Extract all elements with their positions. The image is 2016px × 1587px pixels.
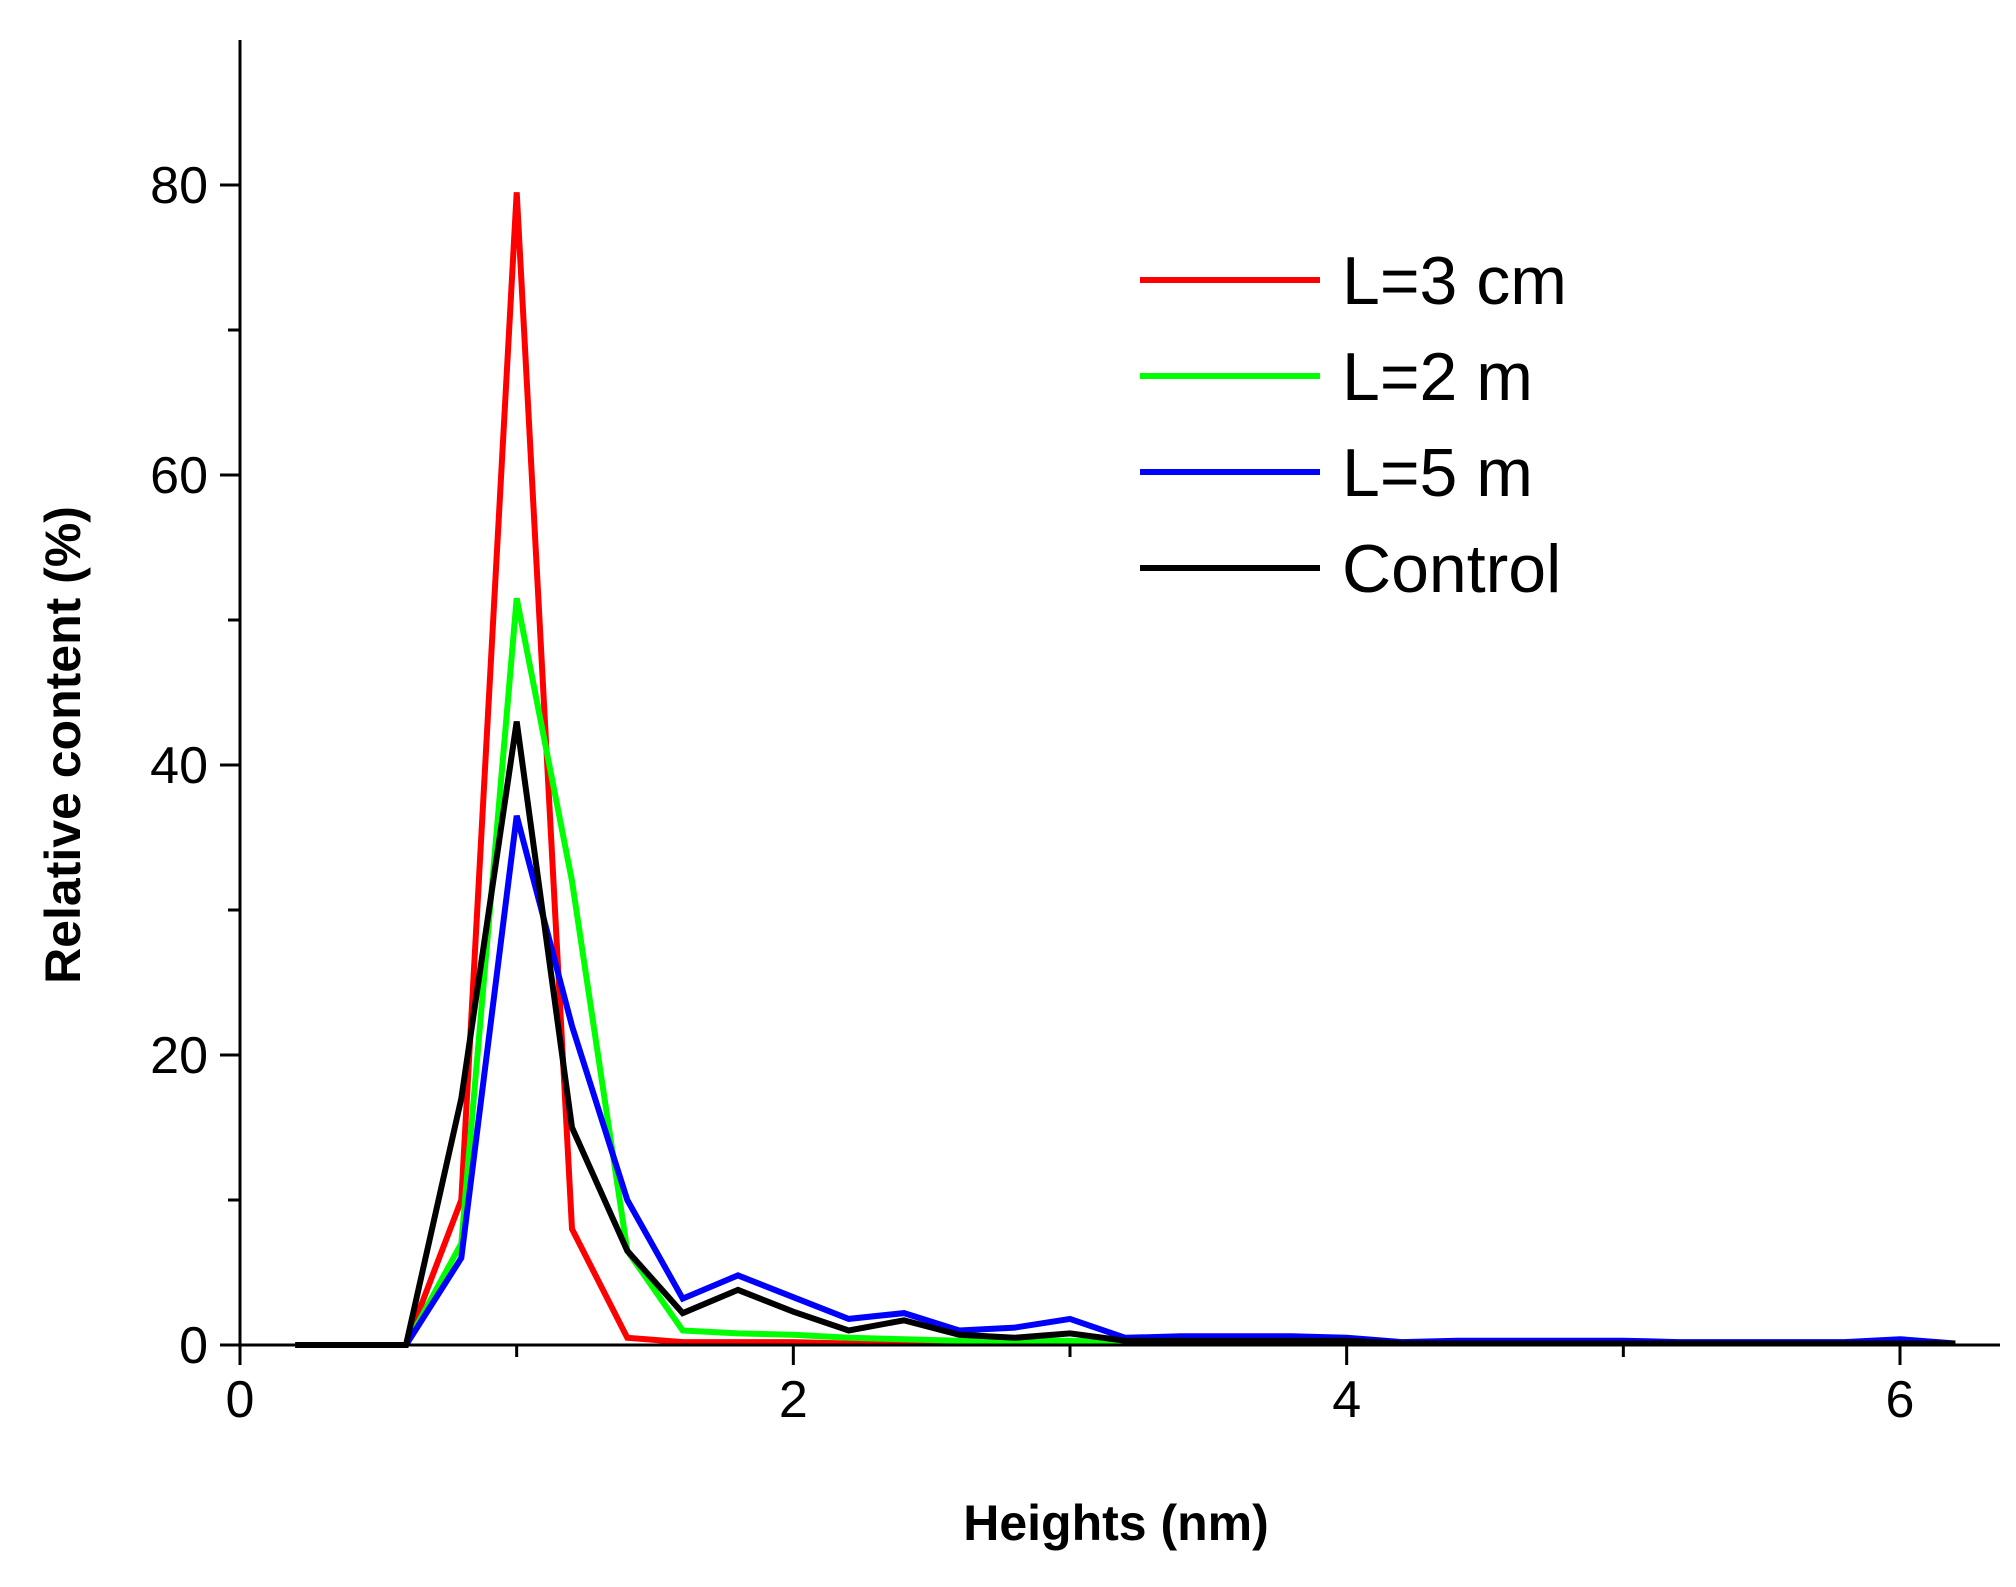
y-tick-label: 20	[150, 1027, 208, 1085]
legend-label-2: L=2 m	[1342, 339, 1533, 415]
legend: L=3 cm L=2 m L=5 m Control	[1140, 243, 1567, 607]
y-tick-label: 80	[150, 157, 208, 215]
x-tick-label: 6	[1886, 1371, 1915, 1429]
x-tick-label: 4	[1332, 1371, 1361, 1429]
series-line-4	[295, 721, 1956, 1348]
series-line-3	[295, 815, 1956, 1348]
y-tick-label: 40	[150, 737, 208, 795]
legend-label-4: Control	[1342, 531, 1561, 607]
y-tick-label: 0	[179, 1317, 208, 1375]
series-line-1	[295, 192, 1956, 1348]
x-tick-label: 2	[779, 1371, 808, 1429]
legend-label-1: L=3 cm	[1342, 243, 1567, 319]
x-tick-label: 0	[226, 1371, 255, 1429]
legend-label-3: L=5 m	[1342, 435, 1533, 511]
series-layer	[295, 192, 1956, 1348]
y-axis-title: Relative content (%)	[35, 506, 91, 984]
y-tick-label: 60	[150, 447, 208, 505]
x-axis-title: Heights (nm)	[963, 1495, 1269, 1551]
